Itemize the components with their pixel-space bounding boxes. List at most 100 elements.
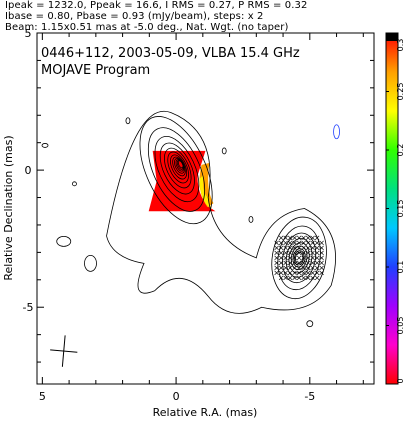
axis-ticks [37,33,374,384]
pol-vector [310,245,315,251]
pol-vector [301,235,306,241]
core-contour [167,151,189,184]
pol-vector [283,270,288,276]
pol-vector [305,250,311,256]
pol-vector [287,250,293,256]
pol-vector [301,255,306,261]
outer-envelope-contour [106,110,336,314]
faint-contour [248,216,254,223]
beam-marker [50,335,78,367]
pol-vector [287,245,293,251]
pol-vector [301,265,306,271]
pol-vector [287,240,293,246]
pol-vector [314,260,320,266]
faint-contour [56,236,72,247]
y-tick-label: 5 [25,27,32,40]
pol-vector [319,255,324,261]
pol-vector [310,250,315,256]
pol-vector [305,235,311,241]
core-contour [154,136,200,203]
pol-vector [314,250,320,256]
pol-vector [305,260,311,266]
pol-vector [292,265,297,271]
pol-vector [283,265,288,271]
pol-vector [310,255,315,261]
pol-vector [314,240,320,246]
pol-vector [287,260,293,266]
core-contour [170,154,188,180]
pol-vector [287,255,293,261]
y-tick-label: 0 [25,164,32,177]
pol-vector [287,270,293,276]
pol-vector [310,260,315,266]
pol-vector [287,275,293,281]
core-contour [177,160,184,169]
pol-vector [296,260,302,266]
pol-vector [319,245,324,251]
pol-vector [296,235,302,241]
pol-vector [283,235,288,241]
header-peak-line: Ipeak = 1232.0, Ppeak = 16.6, I RMS = 0.… [5,0,308,11]
pol-vector [314,235,320,241]
faint-contour [306,320,314,328]
pol-vector [301,260,306,266]
pol-vector [314,265,320,271]
pol-vector [287,265,293,271]
jet-contour [293,250,305,266]
pol-vector [278,265,284,271]
core-contour [159,142,195,195]
core-contour [139,116,213,225]
beam-minor-axis [50,349,78,353]
faint-contour [333,124,340,140]
pol-vector [283,250,288,256]
faint-contour [72,181,77,187]
core-contour [163,147,192,189]
pol-vector [274,250,279,256]
pol-vector [283,260,288,266]
pol-vector [319,240,324,246]
pol-vector [314,245,320,251]
pol-vector [301,270,306,276]
jet-contour [277,225,321,291]
pol-vector [274,245,279,251]
colorbar-top-band [386,33,398,41]
pol-vector [278,250,284,256]
pol-vector [296,275,302,281]
pol-vector [296,270,302,276]
pol-vector [314,255,320,261]
pol-vector [301,245,306,251]
pol-vector [310,275,315,281]
pol-vector [305,255,311,261]
pol-vector [278,245,284,251]
pol-vector [305,275,311,281]
pol-vector [310,265,315,271]
pol-vector [278,235,284,241]
colorbar-tick-label: 0.3 [396,39,405,52]
pol-vector [319,250,324,256]
pol-vector [283,245,288,251]
pol-vector [301,275,306,281]
colorbar-tick-label: 0 [396,378,405,383]
faint-contour-blobs [41,117,340,328]
faint-contour [221,147,227,155]
colorbar-tick-label: 0.2 [396,144,405,157]
chart-subtitle: MOJAVE Program [41,63,150,78]
pol-vector [274,265,279,271]
pol-vector [292,255,297,261]
chart-title: 0446+112, 2003-05-09, VLBA 15.4 GHz [41,46,300,61]
faint-contour [41,143,49,148]
pol-vector [314,270,320,276]
colorbar-gradient [386,33,398,384]
x-axis-label: Relative R.A. (mas) [153,406,258,419]
pol-vector [296,240,302,246]
pol-vector [296,265,302,271]
pol-vector [305,245,311,251]
pol-vector [278,260,284,266]
colorbar [385,32,399,385]
pol-vector [292,235,297,241]
pol-vector [278,255,284,261]
faint-contour [125,117,131,125]
pol-vector [310,270,315,276]
polarization-vectors [274,235,324,281]
